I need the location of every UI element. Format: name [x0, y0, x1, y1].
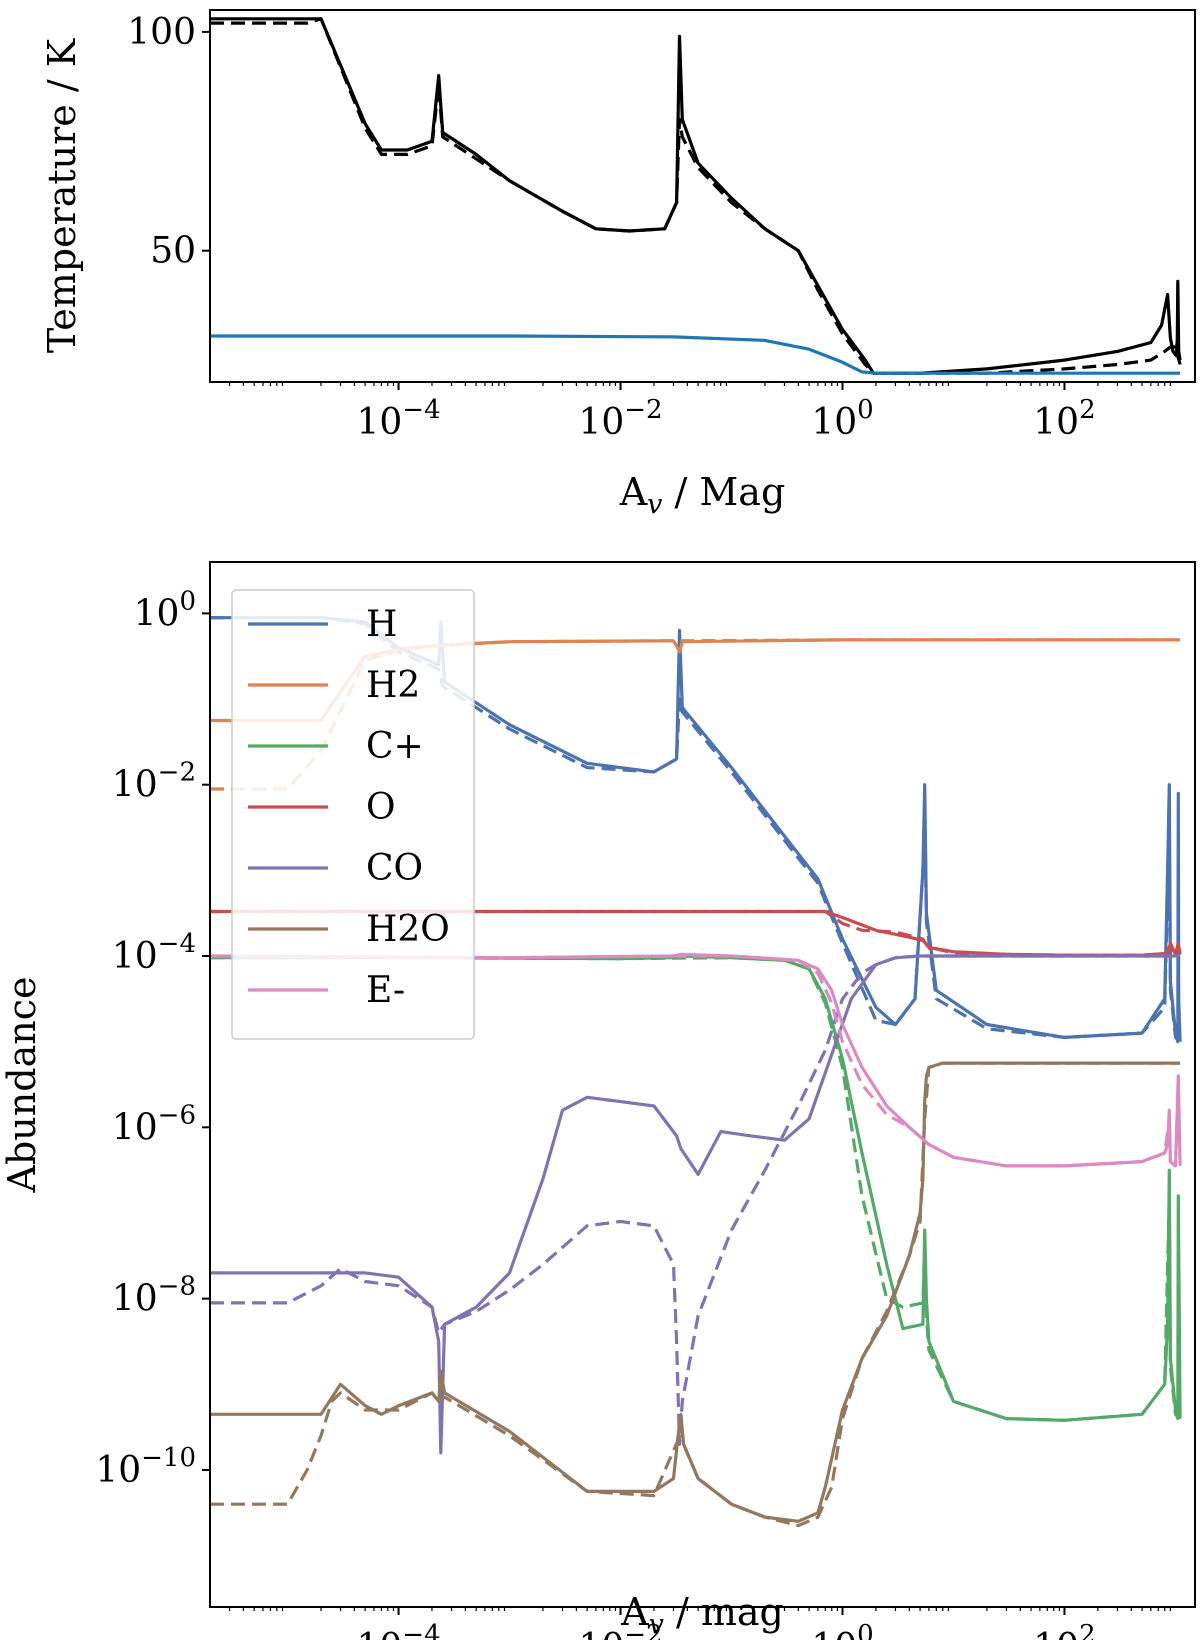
abundance-y-tick-label: 10−2	[112, 758, 196, 806]
abundance-y-tick-label: 10−4	[112, 929, 196, 977]
abundance-series-co-solid-line	[210, 954, 1181, 1455]
legend-label-c: C+	[366, 726, 424, 767]
temperature-x-axis-label: Av / Mag	[619, 470, 786, 520]
abundance-series-h2o-solid-line	[210, 1061, 1181, 1523]
abundance-x-tick-label: 102	[1033, 1620, 1095, 1640]
temperature-series-temp1-dashed-line	[210, 17, 1182, 375]
abundance-x-tick-label: 100	[811, 1620, 873, 1640]
temperature-panel: 10−4 10−2 100 102 50 100 Av / Mag Temperature…	[40, 9, 1196, 520]
abundance-series-c-dashed-line	[210, 956, 1182, 1422]
abundance-legend: H H2 C+ O CO H2O E-	[231, 589, 475, 1040]
abundance-y-tick-label: 10−10	[95, 1443, 196, 1491]
temperature-x-tick-label: 102	[1033, 395, 1095, 443]
abundance-plot-frame	[209, 561, 1196, 1608]
abundance-y-tick-label: 100	[134, 586, 196, 634]
temperature-x-tick-label: 100	[811, 395, 873, 443]
abundance-x-axis-label: Av / mag	[620, 1590, 784, 1640]
abundance-series-o-dashed-line	[210, 909, 1181, 957]
legend-label-o: O	[366, 787, 396, 828]
abundance-y-tick-label: 10−8	[112, 1272, 196, 1320]
temperature-x-tick-label: 10−4	[356, 395, 440, 443]
temperature-series-temp0-solid-line	[210, 17, 1182, 375]
abundance-x-tick-label: 10−4	[356, 1620, 440, 1640]
abundance-series-co-dashed-line	[210, 954, 1181, 1446]
temperature-x-tick-label: 10−2	[578, 395, 662, 443]
abundance-y-tick-label: 10−6	[112, 1100, 196, 1148]
abundance-series-h2o-dashed-line	[210, 1061, 1181, 1528]
temperature-y-tick-label: 100	[127, 12, 196, 53]
abundance-panel: 10−4 10−2 100 102 100 10−2 10−4 10−6 10−8 10−10 H…	[0, 561, 1196, 1640]
temperature-y-axis-label: Temperature / K	[40, 38, 84, 353]
legend-label-e: E-	[366, 970, 405, 1011]
abundance-x-tick-label: 10−2	[578, 1620, 662, 1640]
temperature-series-group	[210, 17, 1182, 375]
abundance-y-axis-label: Abundance	[0, 977, 44, 1194]
legend-label-co: CO	[366, 848, 423, 889]
legend-box	[231, 589, 475, 1040]
temperature-series-temp2-solid-line	[210, 334, 1181, 375]
abundance-ticks: 10−4 10−2 100 102 100 10−2 10−4 10−6 10−8 10−10	[95, 586, 1171, 1640]
temperature-plot-frame	[209, 9, 1196, 383]
temperature-y-tick-label: 50	[150, 231, 196, 272]
legend-label-h2o: H2O	[366, 909, 450, 950]
legend-label-h: H	[366, 604, 397, 645]
temperature-ticks: 10−4 10−2 100 102 50 100	[127, 12, 1171, 443]
legend-label-h2: H2	[366, 665, 420, 706]
